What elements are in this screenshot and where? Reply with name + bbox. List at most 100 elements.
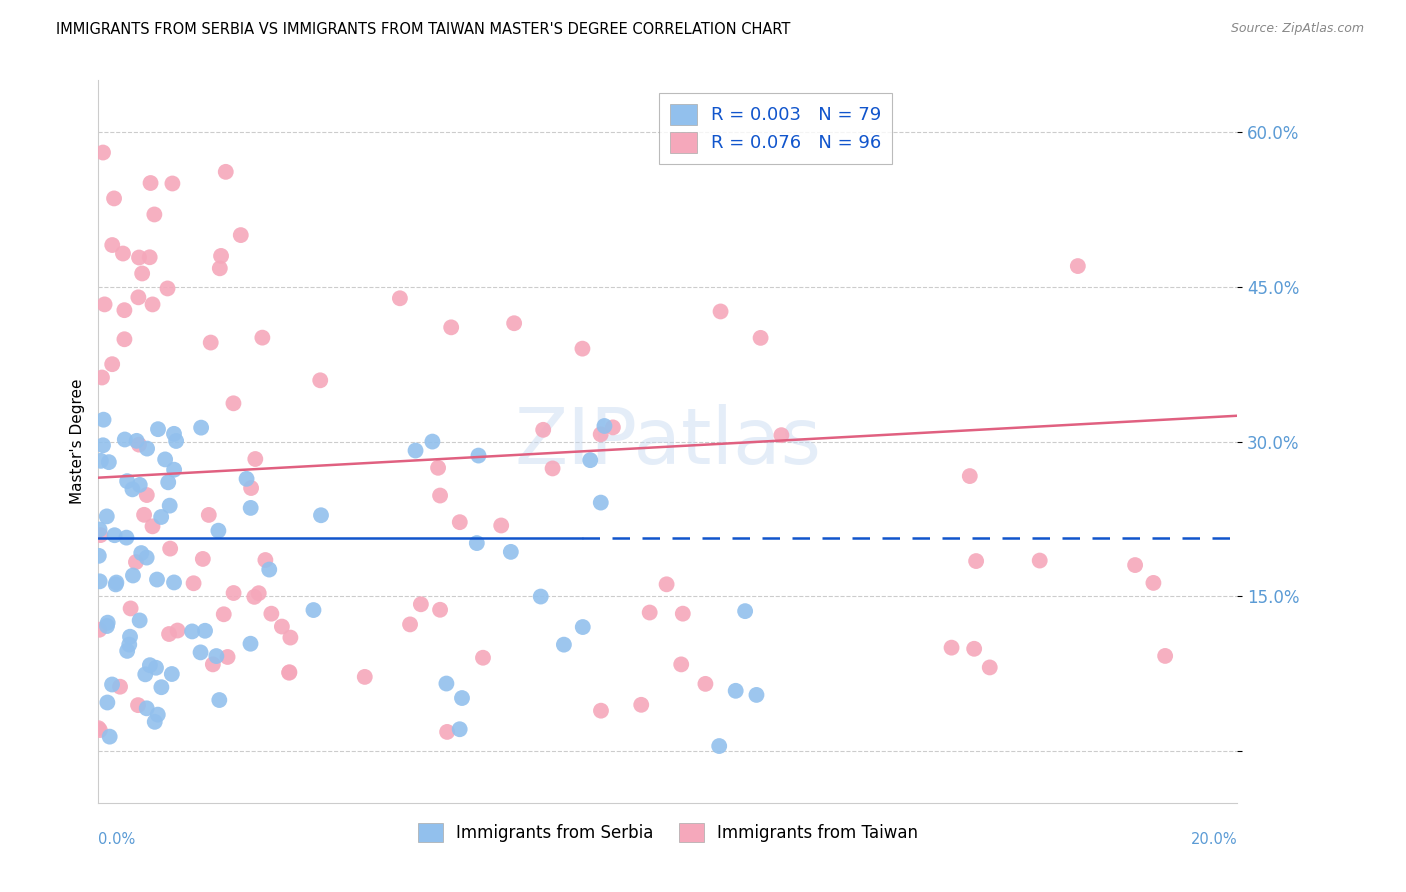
Point: [146, 573, 169, 587]
Point: [135, 488, 157, 502]
Point: [745, 688, 768, 702]
Text: 0.0%: 0.0%: [98, 831, 135, 847]
Point: [115, 644, 138, 658]
Point: [87, 721, 110, 735]
Point: [212, 607, 235, 622]
Point: [302, 603, 325, 617]
Point: [118, 638, 141, 652]
Point: [353, 670, 375, 684]
Point: [260, 607, 283, 621]
Point: [159, 499, 181, 513]
Point: [259, 563, 281, 577]
Point: [422, 434, 444, 449]
Point: [571, 342, 593, 356]
Point: [530, 590, 553, 604]
Point: [93, 297, 115, 311]
Point: [709, 739, 731, 753]
Point: [166, 624, 188, 638]
Point: [280, 631, 302, 645]
Point: [150, 510, 173, 524]
Text: Source: ZipAtlas.com: Source: ZipAtlas.com: [1230, 22, 1364, 36]
Point: [89, 623, 111, 637]
Point: [115, 474, 138, 488]
Point: [103, 528, 125, 542]
Point: [118, 630, 141, 644]
Point: [201, 657, 224, 672]
Point: [139, 658, 162, 673]
Point: [128, 478, 150, 492]
Point: [449, 515, 471, 529]
Point: [129, 546, 152, 560]
Point: [128, 251, 150, 265]
Point: [309, 508, 332, 523]
Point: [139, 176, 162, 190]
Point: [181, 624, 204, 639]
Point: [451, 691, 474, 706]
Point: [229, 228, 252, 243]
Point: [465, 536, 488, 550]
Point: [89, 574, 111, 589]
Point: [101, 677, 124, 691]
Point: [309, 373, 332, 387]
Point: [979, 660, 1001, 674]
Point: [243, 590, 266, 604]
Point: [672, 607, 695, 621]
Point: [156, 281, 179, 295]
Point: [215, 165, 238, 179]
Point: [247, 586, 270, 600]
Point: [503, 316, 526, 330]
Point: [963, 641, 986, 656]
Point: [125, 434, 148, 448]
Point: [1067, 259, 1090, 273]
Point: [141, 297, 163, 311]
Point: [436, 676, 458, 690]
Point: [254, 553, 277, 567]
Point: [122, 568, 145, 582]
Point: [531, 423, 554, 437]
Point: [96, 696, 118, 710]
Point: [589, 427, 612, 442]
Point: [89, 723, 111, 737]
Text: 20.0%: 20.0%: [1191, 831, 1237, 847]
Point: [89, 528, 111, 542]
Point: [427, 460, 450, 475]
Point: [103, 191, 125, 205]
Point: [163, 463, 186, 477]
Point: [278, 665, 301, 680]
Point: [120, 601, 142, 615]
Point: [138, 250, 160, 264]
Point: [194, 624, 217, 638]
Point: [163, 575, 186, 590]
Point: [97, 615, 120, 630]
Point: [101, 238, 124, 252]
Point: [98, 730, 121, 744]
Point: [143, 714, 166, 729]
Point: [159, 541, 181, 556]
Point: [589, 704, 612, 718]
Point: [157, 475, 180, 490]
Point: [183, 576, 205, 591]
Point: [136, 442, 159, 456]
Point: [90, 454, 112, 468]
Point: [222, 586, 245, 600]
Point: [1123, 558, 1146, 572]
Point: [388, 291, 411, 305]
Point: [143, 207, 166, 221]
Point: [190, 645, 212, 659]
Point: [671, 657, 693, 672]
Point: [146, 707, 169, 722]
Point: [97, 455, 120, 469]
Point: [553, 638, 575, 652]
Point: [208, 693, 231, 707]
Point: [541, 461, 564, 475]
Point: [399, 617, 422, 632]
Point: [770, 428, 793, 442]
Point: [589, 495, 612, 509]
Point: [108, 680, 131, 694]
Point: [145, 661, 167, 675]
Point: [593, 419, 616, 434]
Point: [749, 331, 772, 345]
Point: [240, 481, 263, 495]
Point: [96, 619, 118, 633]
Point: [239, 500, 262, 515]
